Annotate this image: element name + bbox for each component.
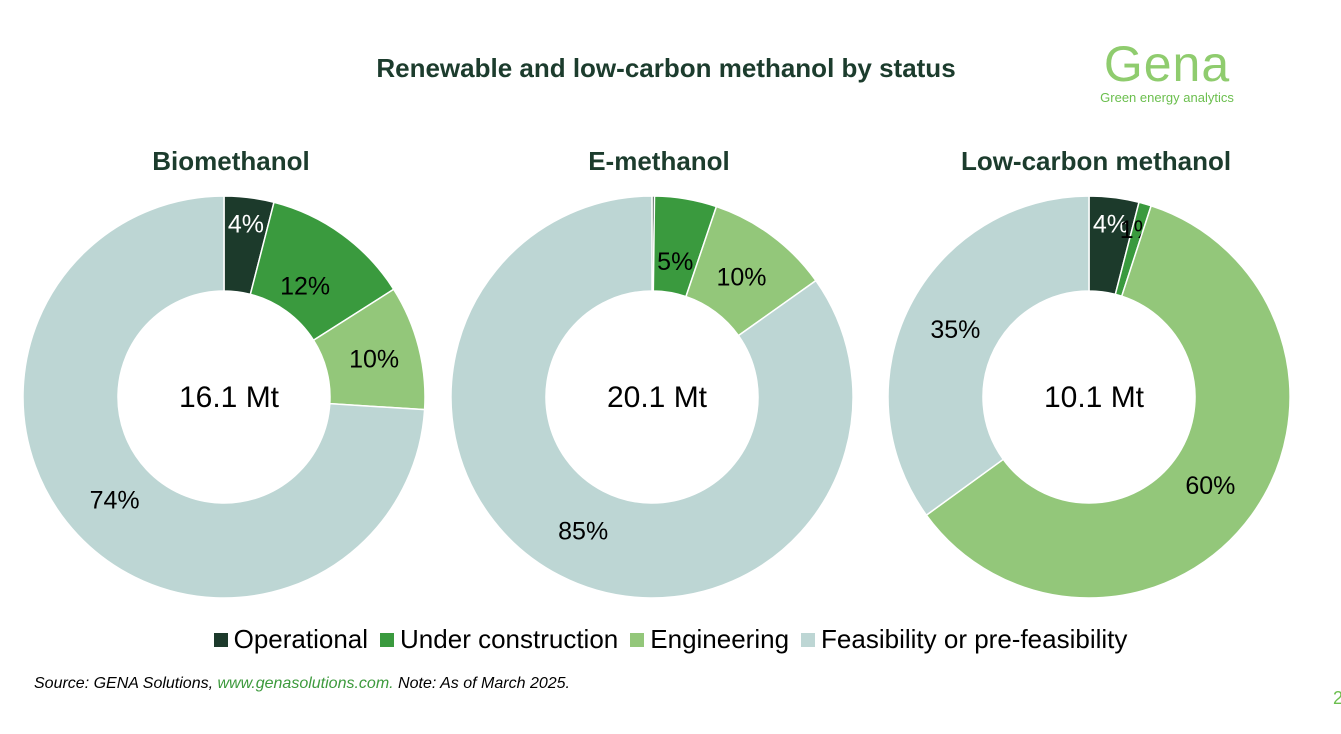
- gena-logo: Gena Green energy analytics: [1082, 38, 1252, 105]
- slice-feasibility: [22, 195, 426, 599]
- page-number: 2: [1333, 688, 1341, 708]
- source-note: Source: GENA Solutions, www.genasolution…: [34, 675, 570, 693]
- chart-title: E-methanol: [588, 146, 730, 176]
- data-label-engineering: 10%: [717, 264, 767, 292]
- legend-swatch: [213, 632, 228, 647]
- data-label-feasibility: 74%: [90, 487, 140, 515]
- data-label-under-construction: 12%: [280, 272, 330, 300]
- data-label-feasibility: 85%: [558, 517, 608, 545]
- legend-swatch: [801, 632, 816, 647]
- legend-item-under-construction: Under construction: [380, 624, 618, 655]
- center-total-label: 10.1 Mt: [1044, 381, 1145, 414]
- legend-label: Feasibility or pre-feasibility: [821, 624, 1128, 654]
- legend-item-feasibility: Feasibility or pre-feasibility: [801, 624, 1127, 655]
- legend-label: Under construction: [400, 624, 619, 654]
- chart-title: Biomethanol: [152, 146, 309, 176]
- legend-item-engineering: Engineering: [630, 624, 789, 655]
- chart-legend: Operational Under construction Engineeri…: [0, 624, 1341, 655]
- donut-charts: 4% 12% 10% 74% Biomethanol 16.1 Mt 5% 10% 85% E-m…: [22, 146, 1291, 599]
- slice-feasibility: [450, 195, 854, 599]
- page-title: Renewable and low-carbon methanol by sta…: [376, 53, 956, 83]
- logo-word: Gena: [1103, 36, 1231, 92]
- donut-chart-2: 5% 10% 85% E-methanol 20.1 Mt: [450, 146, 854, 599]
- source-link[interactable]: www.genasolutions.com.: [217, 675, 394, 692]
- source-suffix: Note: As of March 2025.: [393, 675, 570, 692]
- donut-chart-1: 4% 12% 10% 74% Biomethanol 16.1 Mt: [22, 146, 426, 599]
- legend-label: Operational: [233, 624, 369, 654]
- legend-swatch: [630, 632, 645, 647]
- data-label-under-construction: 5%: [657, 248, 693, 276]
- legend-label: Engineering: [650, 624, 790, 654]
- data-label-engineering: 10%: [349, 345, 399, 373]
- slice-feasibility: [887, 195, 1090, 517]
- source-prefix: Source: GENA Solutions,: [34, 675, 218, 692]
- data-label-operational: 4%: [1093, 210, 1129, 238]
- chart-title: Low-carbon methanol: [961, 146, 1231, 176]
- legend-swatch: [380, 632, 395, 647]
- center-total-label: 16.1 Mt: [179, 381, 280, 414]
- slice-engineering: [925, 204, 1291, 599]
- data-label-feasibility: 35%: [930, 316, 980, 344]
- data-label-engineering: 60%: [1185, 472, 1235, 500]
- legend-item-operational: Operational: [213, 624, 369, 655]
- logo-tagline: Green energy analytics: [1100, 90, 1234, 105]
- data-label-operational: 4%: [228, 210, 264, 238]
- center-total-label: 20.1 Mt: [607, 381, 708, 414]
